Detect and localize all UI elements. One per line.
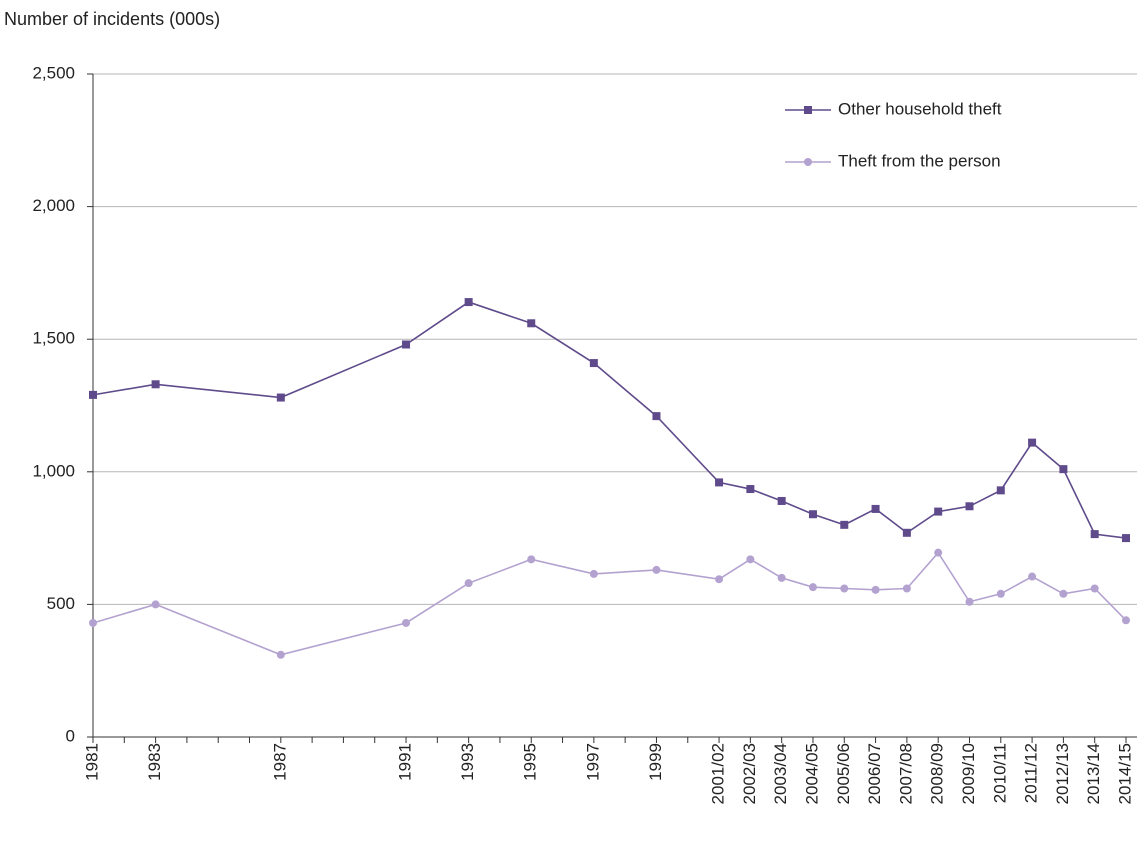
x-tick-label: 2014/15: [1115, 743, 1134, 804]
data-point: [965, 597, 974, 606]
y-tick-label: 1,000: [32, 461, 75, 480]
data-point: [996, 486, 1005, 495]
y-tick-label: 0: [66, 726, 75, 745]
data-point: [1028, 572, 1037, 581]
data-point: [151, 600, 160, 609]
x-tick-label: 2012/13: [1053, 743, 1072, 804]
data-point: [276, 650, 285, 659]
x-tick-label: 2008/09: [928, 743, 947, 804]
data-point: [89, 618, 97, 627]
data-point: [151, 380, 160, 389]
x-tick-label: 1987: [270, 743, 289, 781]
data-point: [589, 359, 598, 368]
data-point: [934, 507, 943, 516]
data-point: [1059, 589, 1068, 598]
data-point: [934, 548, 943, 557]
y-tick-label: 2,000: [32, 196, 75, 215]
data-point: [402, 618, 411, 627]
series-line: [92, 301, 1127, 539]
data-point: [464, 298, 473, 307]
data-point: [1090, 584, 1099, 593]
data-point: [652, 412, 661, 421]
x-tick-label: 2009/10: [959, 743, 978, 804]
data-point: [715, 478, 724, 487]
data-point: [808, 510, 817, 519]
series-line: [92, 551, 1127, 656]
y-tick-label: 500: [47, 594, 75, 613]
data-point: [715, 575, 724, 584]
data-point: [1122, 616, 1130, 625]
data-point: [746, 555, 755, 564]
data-point: [464, 579, 473, 588]
legend-marker: [804, 106, 812, 114]
x-tick-label: 1991: [396, 743, 415, 781]
data-point: [589, 569, 598, 578]
data-point: [777, 496, 786, 505]
data-point: [746, 485, 755, 494]
y-tick-label: 1,500: [32, 329, 75, 348]
x-tick-label: 1995: [521, 743, 540, 781]
data-point: [871, 504, 880, 513]
data-point: [1090, 530, 1099, 539]
data-point: [89, 390, 97, 399]
x-tick-label: 1999: [646, 743, 665, 781]
data-point: [1028, 438, 1037, 447]
x-tick-label: 1993: [458, 743, 477, 781]
data-point: [808, 583, 817, 592]
x-tick-label: 2011/12: [1022, 743, 1041, 803]
data-point: [527, 555, 536, 564]
data-point: [871, 585, 880, 594]
x-tick-label: 2002/03: [740, 743, 759, 804]
data-point: [840, 520, 849, 529]
x-tick-label: 1981: [82, 743, 101, 781]
x-tick-label: 2005/06: [834, 743, 853, 804]
data-point: [902, 528, 911, 537]
data-point: [527, 319, 536, 328]
data-point: [276, 393, 285, 402]
legend-label: Other household theft: [838, 99, 1002, 118]
legend-marker: [804, 158, 812, 166]
x-tick-label: 2001/02: [709, 743, 728, 804]
x-tick-label: 1997: [583, 743, 602, 781]
x-tick-label: 2003/04: [771, 743, 790, 804]
x-tick-label: 2010/11: [990, 743, 1009, 803]
data-point: [777, 573, 786, 582]
legend-label: Theft from the person: [838, 151, 1001, 170]
y-axis-label: Number of incidents (000s): [4, 9, 220, 29]
x-tick-label: 2007/08: [896, 743, 915, 804]
data-point: [1122, 534, 1130, 543]
data-point: [902, 584, 911, 593]
x-tick-label: 2004/05: [802, 743, 821, 804]
data-point: [652, 565, 661, 574]
data-point: [1059, 465, 1068, 474]
data-point: [965, 502, 974, 511]
data-point: [996, 589, 1005, 598]
data-point: [402, 340, 411, 349]
x-tick-label: 2006/07: [865, 743, 884, 804]
y-tick-label: 2,500: [32, 63, 75, 82]
data-point: [840, 584, 849, 593]
x-tick-label: 1983: [145, 743, 164, 781]
x-tick-label: 2013/14: [1084, 743, 1103, 804]
